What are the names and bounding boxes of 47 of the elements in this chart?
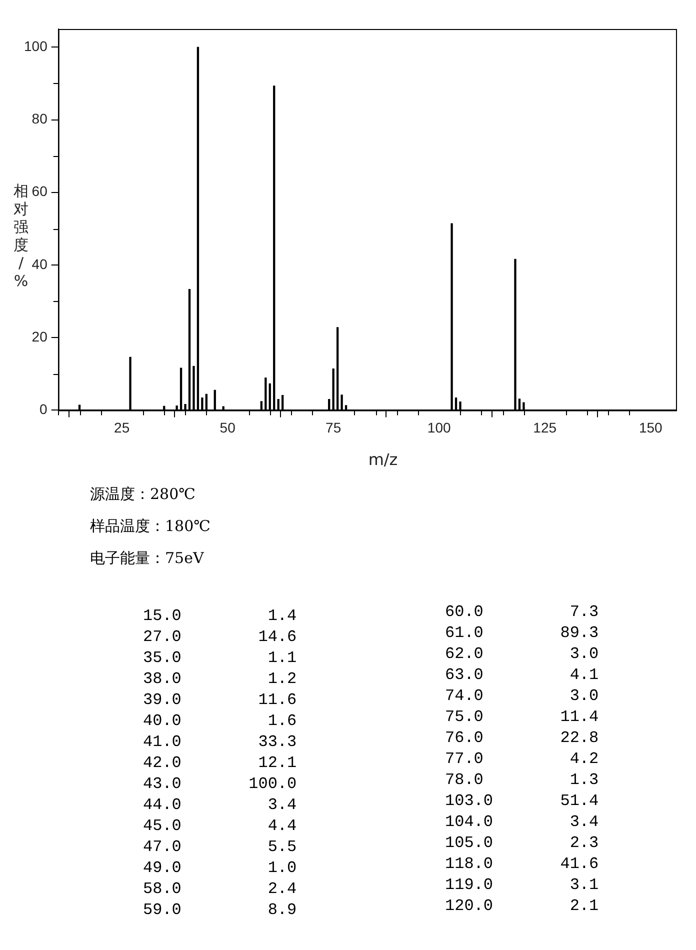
text: 63.0 4.1: [445, 666, 599, 686]
text: 75.0 11.4: [445, 708, 599, 728]
text: 电子能量：75eV: [90, 549, 205, 569]
text: 74.0 3.0: [445, 687, 599, 707]
x-tick-label: 50: [220, 419, 236, 436]
text: 42.0 12.1: [143, 754, 297, 774]
text: 源温度：280℃: [90, 485, 196, 505]
y-tick-label: 100: [24, 38, 48, 54]
x-tick-label: 150: [638, 419, 663, 436]
text: 15.0 1.4: [143, 607, 297, 627]
text: 118.0 41.6: [445, 855, 599, 875]
text: 78.0 1.3: [445, 771, 599, 791]
text: 60.0 7.3: [445, 603, 599, 623]
y-tick-label: 20: [32, 328, 48, 344]
x-tick-label: 75: [326, 419, 342, 436]
y-tick-label: 40: [32, 256, 48, 272]
text: 105.0 2.3: [445, 834, 599, 854]
text: 41.0 33.3: [143, 733, 297, 753]
x-tick-label: 125: [533, 419, 557, 436]
x-tick-label: 100: [427, 419, 451, 436]
text: 44.0 3.4: [143, 796, 297, 816]
text: 104.0 3.4: [445, 813, 599, 833]
text: 103.0 51.4: [445, 792, 599, 812]
text: 38.0 1.2: [143, 670, 297, 690]
text: 39.0 11.6: [143, 691, 297, 711]
text: 77.0 4.2: [445, 750, 599, 770]
text: 61.0 89.3: [445, 624, 599, 644]
text: 120.0 2.1: [445, 897, 599, 917]
text: 119.0 3.1: [445, 876, 599, 896]
y-tick-label: 0: [40, 401, 48, 418]
text: 35.0 1.1: [143, 649, 297, 669]
text: 47.0 5.5: [143, 838, 297, 858]
text: 59.0 8.9: [143, 901, 297, 921]
text: 27.0 14.6: [143, 628, 297, 648]
text: 样品温度：180℃: [90, 517, 210, 537]
text: 49.0 1.0: [143, 859, 297, 879]
y-tick-label: 60: [32, 183, 48, 200]
text: 62.0 3.0: [445, 645, 599, 665]
text: 43.0 100.0: [143, 775, 297, 795]
x-axis-title: m/z: [367, 450, 399, 469]
text: 76.0 22.8: [445, 729, 599, 749]
y-axis-title: 相对强度/%: [12, 182, 30, 290]
text: 58.0 2.4: [143, 880, 297, 900]
text: 40.0 1.6: [143, 712, 297, 732]
text: 45.0 4.4: [143, 817, 297, 837]
y-tick-label: 80: [32, 110, 48, 127]
x-tick-label: 25: [114, 419, 130, 436]
